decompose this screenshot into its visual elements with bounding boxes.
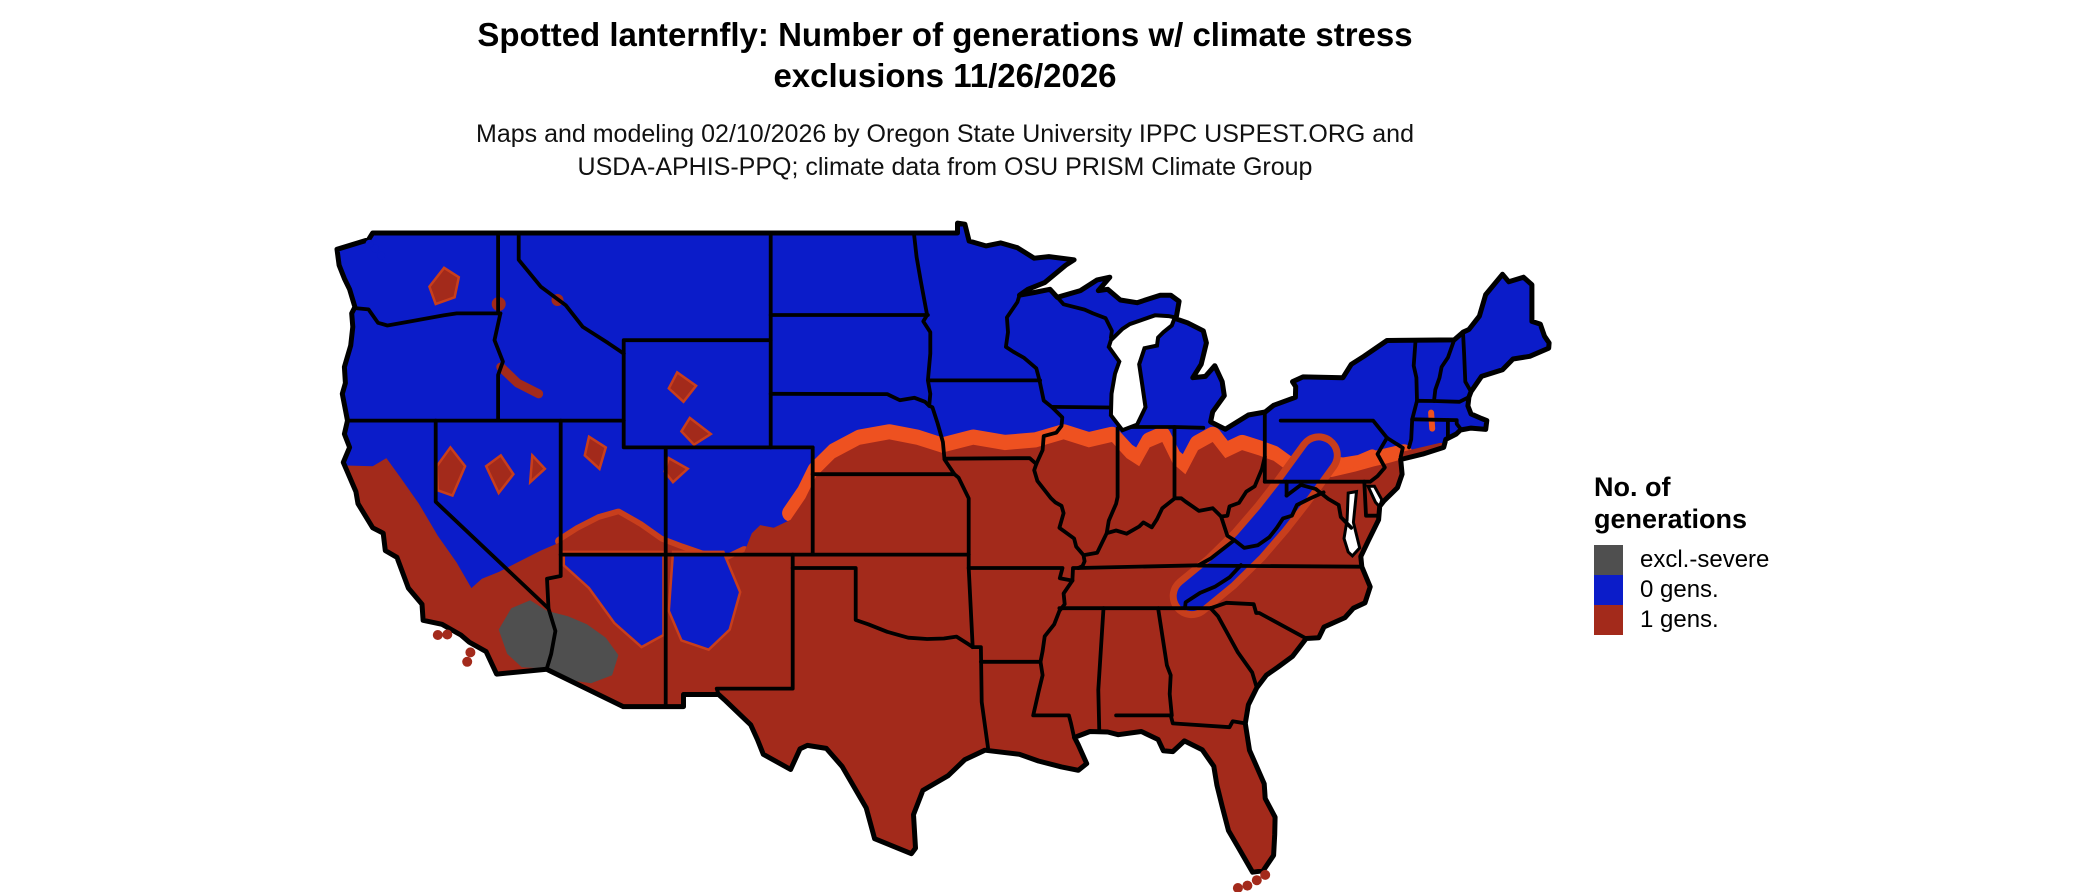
island-red — [432, 630, 443, 640]
us-outline — [334, 220, 1552, 875]
region-excl-severe — [498, 600, 619, 684]
island-red — [1251, 875, 1262, 886]
arizona-highlands-blue — [562, 550, 665, 649]
legend-label-excl-severe: excl.-severe — [1640, 545, 1770, 573]
subtitle-line-2: USDA-APHIS-PPQ; climate data from OSU PR… — [577, 152, 1313, 181]
legend-item-1-gens: 1 gens. — [1594, 604, 1914, 635]
page-title: Spotted lanternfly: Number of generation… — [0, 14, 1890, 97]
red-pocket — [484, 453, 515, 496]
island-red — [1242, 880, 1253, 891]
legend-title-line-2: generations — [1594, 503, 1748, 534]
legend-title-line-1: No. of — [1594, 472, 1671, 502]
island-blue — [370, 244, 379, 253]
title-line-2: exclusions 11/26/2026 — [773, 57, 1117, 95]
legend-swatch-1-gens — [1594, 604, 1623, 635]
chesapeake-bay — [1342, 489, 1362, 559]
island-blue — [377, 251, 386, 260]
island-red — [465, 647, 476, 658]
new-mexico-highlands-blue — [667, 550, 742, 652]
red-pocket — [583, 434, 608, 472]
legend-label-0-gens: 0 gens. — [1640, 575, 1719, 603]
red-pocket — [528, 452, 547, 486]
subtitle-line-1: Maps and modeling 02/10/2026 by Oregon S… — [476, 120, 1414, 148]
red-pocket — [427, 266, 461, 306]
legend: No. of generations excl.-severe 0 gens. … — [1594, 472, 1914, 635]
island-red — [1232, 883, 1243, 892]
red-pocket — [667, 370, 698, 404]
island-red — [462, 656, 473, 667]
legend-items: excl.-severe 0 gens. 1 gens. — [1594, 544, 1914, 635]
title-line-1: Spotted lanternfly: Number of generation… — [477, 16, 1413, 53]
island-red — [1260, 869, 1271, 880]
legend-swatch-0-gens — [1594, 574, 1623, 605]
subtitle: Maps and modeling 02/10/2026 by Oregon S… — [0, 118, 1890, 183]
legend-label-1-gens: 1 gens. — [1640, 605, 1719, 633]
legend-swatch-excl-severe — [1594, 544, 1623, 575]
state-borders — [345, 231, 1473, 750]
legend-item-0-gens: 0 gens. — [1594, 574, 1914, 605]
red-pocket — [435, 445, 467, 498]
island-red — [442, 629, 453, 640]
snake-plain-pocket — [496, 362, 544, 399]
legend-title: No. of generations — [1594, 472, 1914, 536]
legend-item-excl-severe: excl.-severe — [1594, 544, 1914, 575]
red-pocket — [679, 416, 713, 447]
island-blue — [365, 239, 374, 248]
lake-michigan — [1106, 313, 1178, 433]
